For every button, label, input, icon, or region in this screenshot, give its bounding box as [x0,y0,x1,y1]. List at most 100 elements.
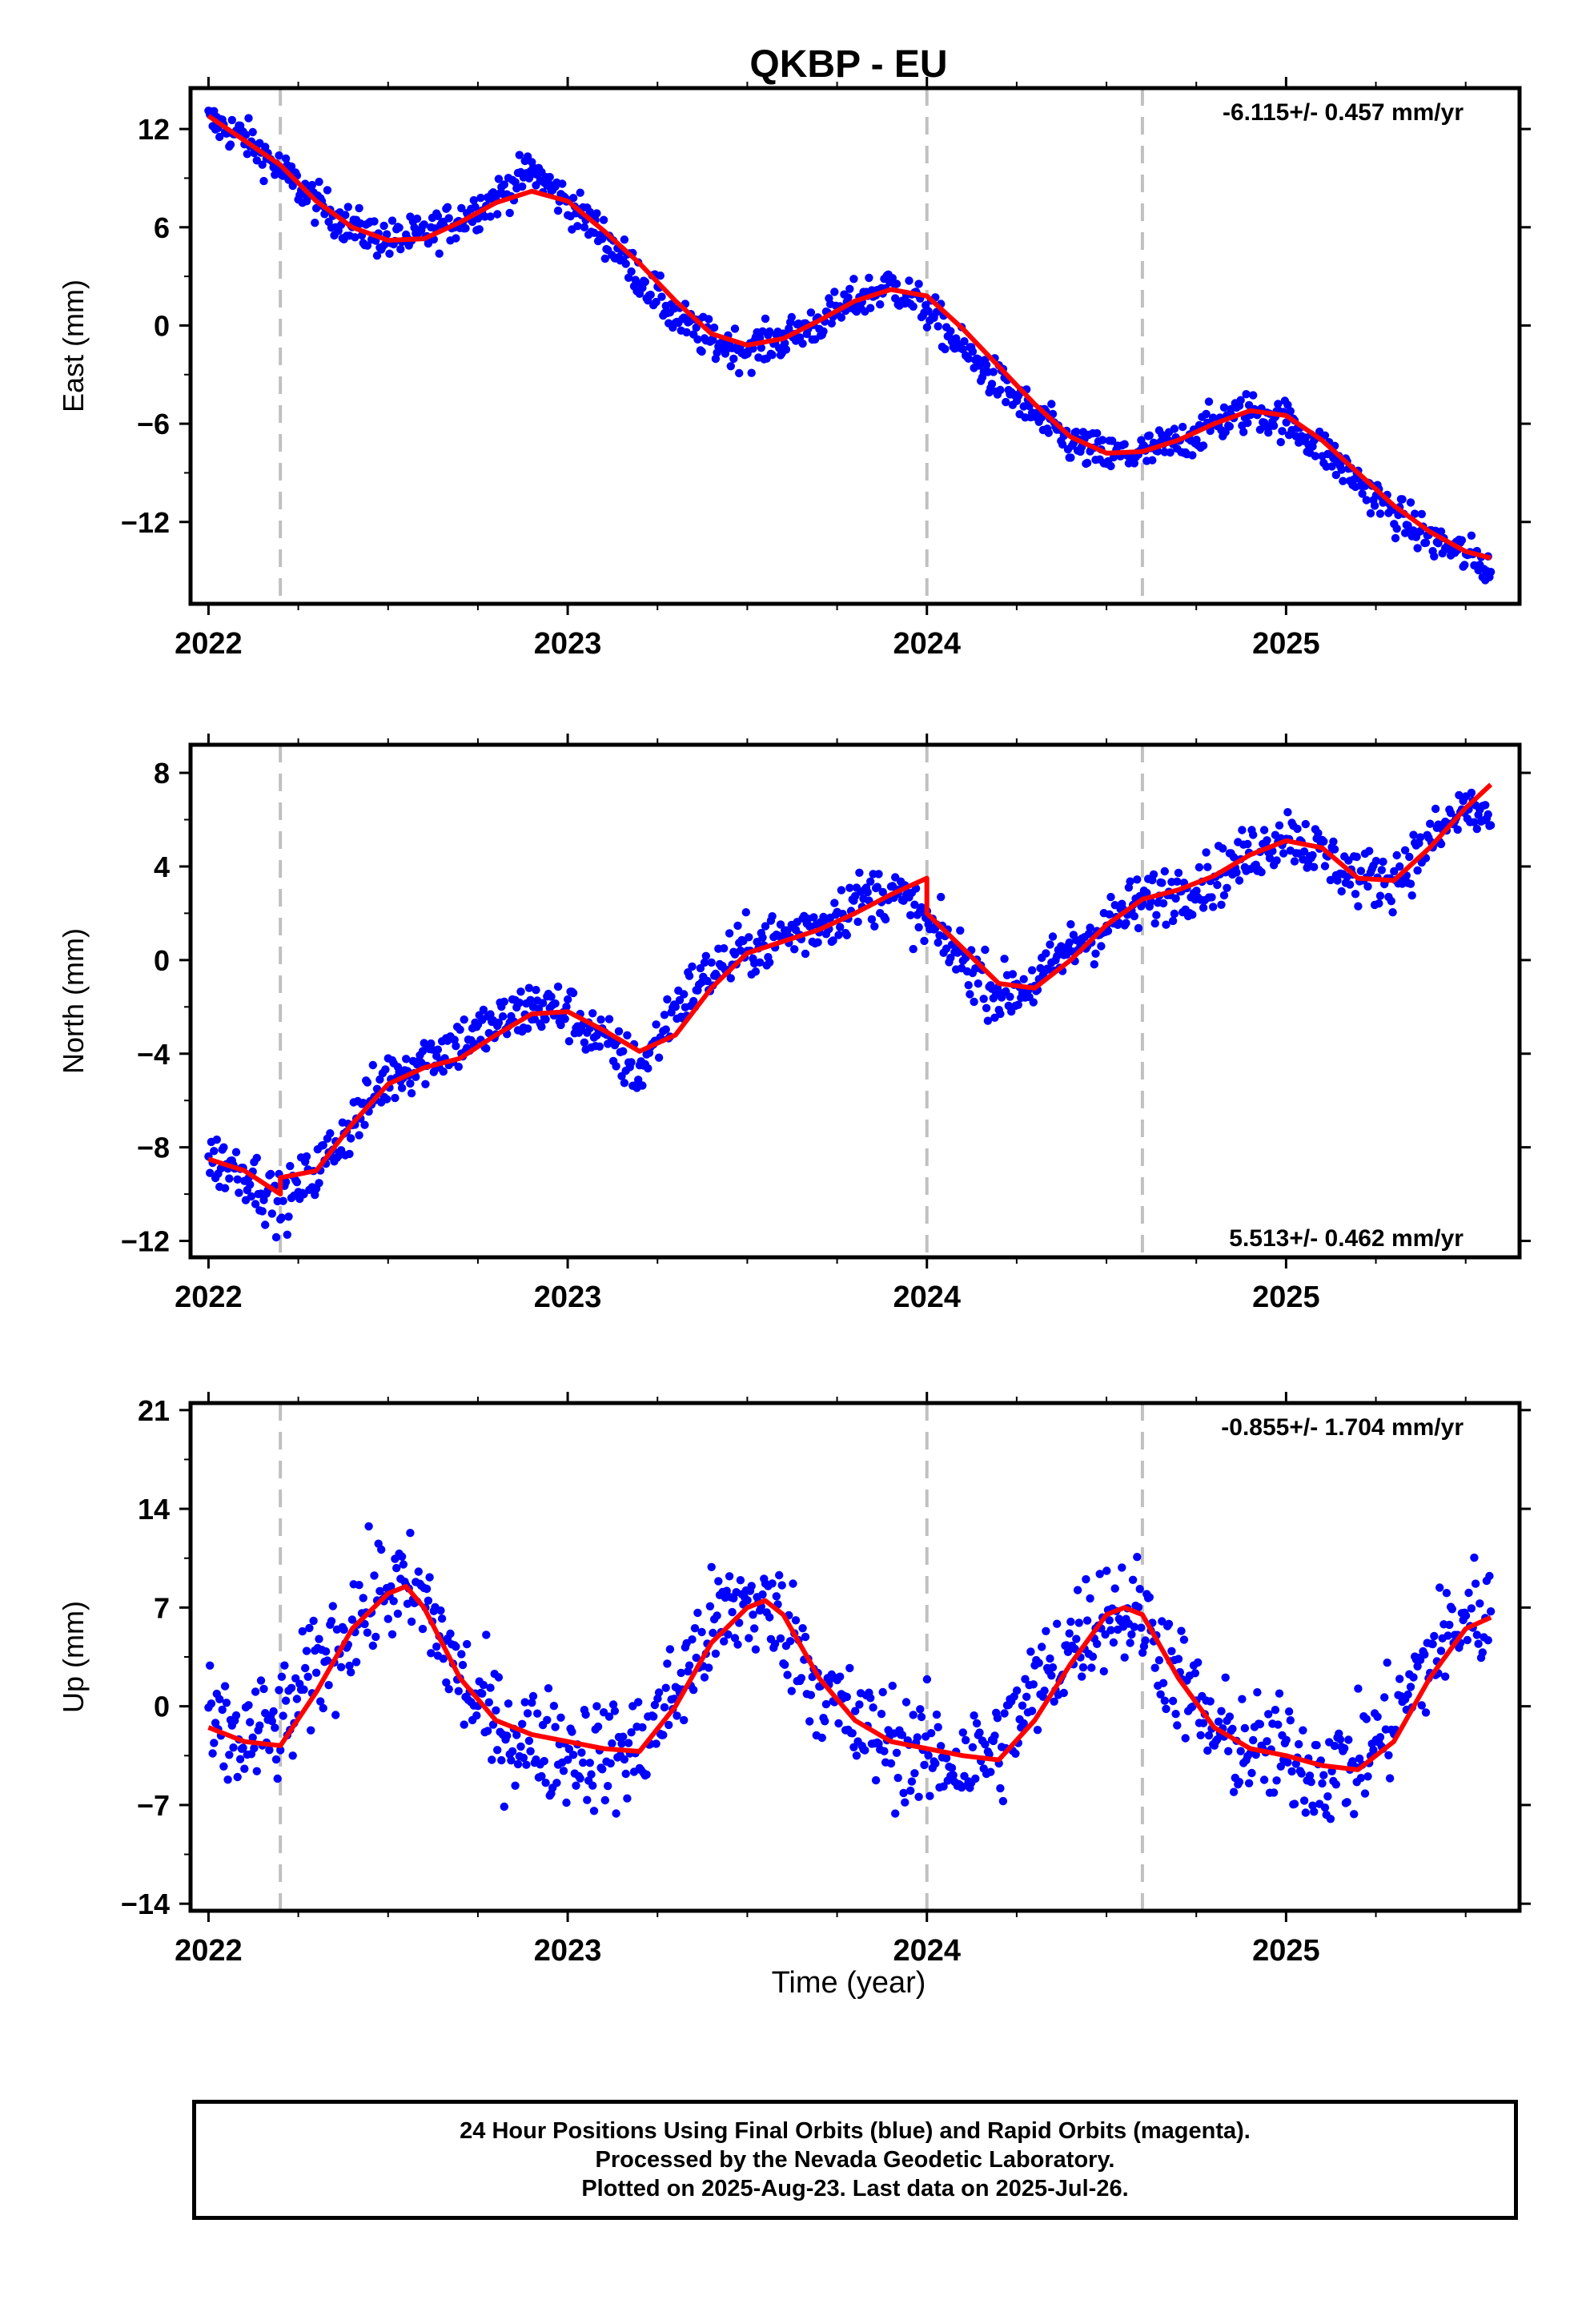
data-point [439,1067,448,1076]
data-point [851,1707,860,1715]
data-point [1409,830,1418,839]
data-point [573,222,582,231]
data-point [1442,1589,1452,1598]
data-point [206,1168,215,1177]
data-point [311,1668,321,1677]
data-point [1470,1553,1479,1562]
data-point [523,1709,532,1718]
data-points [204,1522,1496,1823]
data-point [692,323,701,332]
data-point [1420,1650,1429,1659]
data-point [848,1729,857,1738]
data-point [1460,561,1469,569]
data-point [494,1673,504,1682]
data-point [797,1674,806,1683]
data-point [937,1742,946,1751]
data-point [1171,894,1180,903]
data-point [363,1628,372,1637]
data-point [1093,1639,1102,1648]
data-point [244,114,253,123]
data-point [328,1602,337,1610]
data-point [1387,897,1396,906]
data-point [537,1771,546,1781]
data-point [1206,1697,1215,1706]
data-point [387,1582,396,1591]
data-point [1356,866,1366,875]
data-point [801,1632,810,1642]
data-point [599,215,608,224]
y-tick-label: −12 [121,1225,170,1258]
data-point [1135,1585,1144,1594]
data-point [1065,938,1074,947]
data-point [1360,1789,1370,1798]
data-point [1217,1707,1226,1715]
data-point [996,385,1005,395]
data-point [1148,456,1157,464]
data-point [1154,1656,1164,1665]
data-point [456,1025,464,1035]
data-point [1470,818,1479,826]
data-point [1202,409,1211,419]
data-point [964,981,973,990]
data-point [610,1707,620,1715]
data-point [777,1581,786,1590]
data-point [1257,867,1266,877]
data-point [538,999,548,1007]
data-point [1087,1663,1096,1672]
data-point [1436,1647,1446,1655]
panel-frame [188,1401,1522,1913]
data-point [303,1672,312,1681]
data-point [1072,1634,1081,1643]
data-point [323,186,332,195]
data-point [1406,1683,1415,1691]
data-point [508,1747,517,1756]
data-point [598,1765,607,1774]
data-point [1011,1749,1020,1758]
data-point [389,1597,398,1606]
data-point [475,225,484,234]
data-point [339,1625,348,1634]
data-point [1395,1675,1404,1683]
model-fit-line [207,1583,1492,1772]
data-point [874,870,883,879]
data-point [364,1522,373,1531]
data-point [1217,900,1226,910]
y-tick-label: −14 [121,1888,170,1920]
data-point [1406,879,1415,888]
data-point [1350,1810,1359,1819]
data-point [1275,821,1284,830]
data-point [233,1772,242,1782]
data-point [886,1759,896,1768]
data-point [284,1212,293,1221]
data-point [1455,790,1464,800]
data-point [372,251,382,260]
data-point [907,1777,917,1786]
panel-1: 12 6 0 −6 −12 2022 2023 2024 2025 East (mm) -6.115… [57,77,1531,661]
data-point [512,1731,521,1739]
data-point [1236,396,1245,404]
data-point [733,921,742,931]
data-point [1021,1675,1030,1683]
data-point [215,1695,224,1703]
data-point [749,1610,757,1619]
data-point [865,273,873,283]
data-point [1472,824,1482,834]
data-point [821,1717,829,1726]
data-point [922,1675,932,1684]
data-point [383,1614,392,1623]
data-point [1249,1735,1258,1745]
data-point [222,1699,231,1707]
data-point [345,1661,354,1671]
data-point [311,203,321,213]
data-point [503,1731,512,1740]
data-point [1019,975,1028,983]
data-point [1457,536,1467,545]
data-point [392,1563,401,1573]
data-point [1142,888,1151,898]
data-point [801,949,810,959]
data-point [595,1042,604,1051]
data-point [281,154,291,163]
data-point [974,979,983,988]
data-point [583,1795,592,1804]
